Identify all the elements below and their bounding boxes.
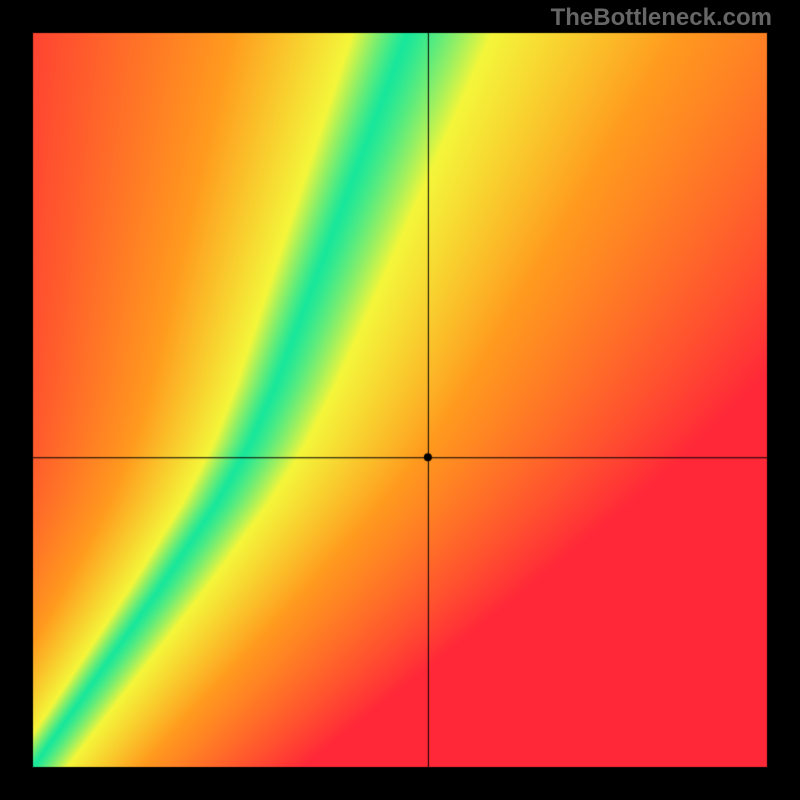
bottleneck-heatmap — [0, 0, 800, 800]
watermark-text: TheBottleneck.com — [551, 4, 772, 32]
